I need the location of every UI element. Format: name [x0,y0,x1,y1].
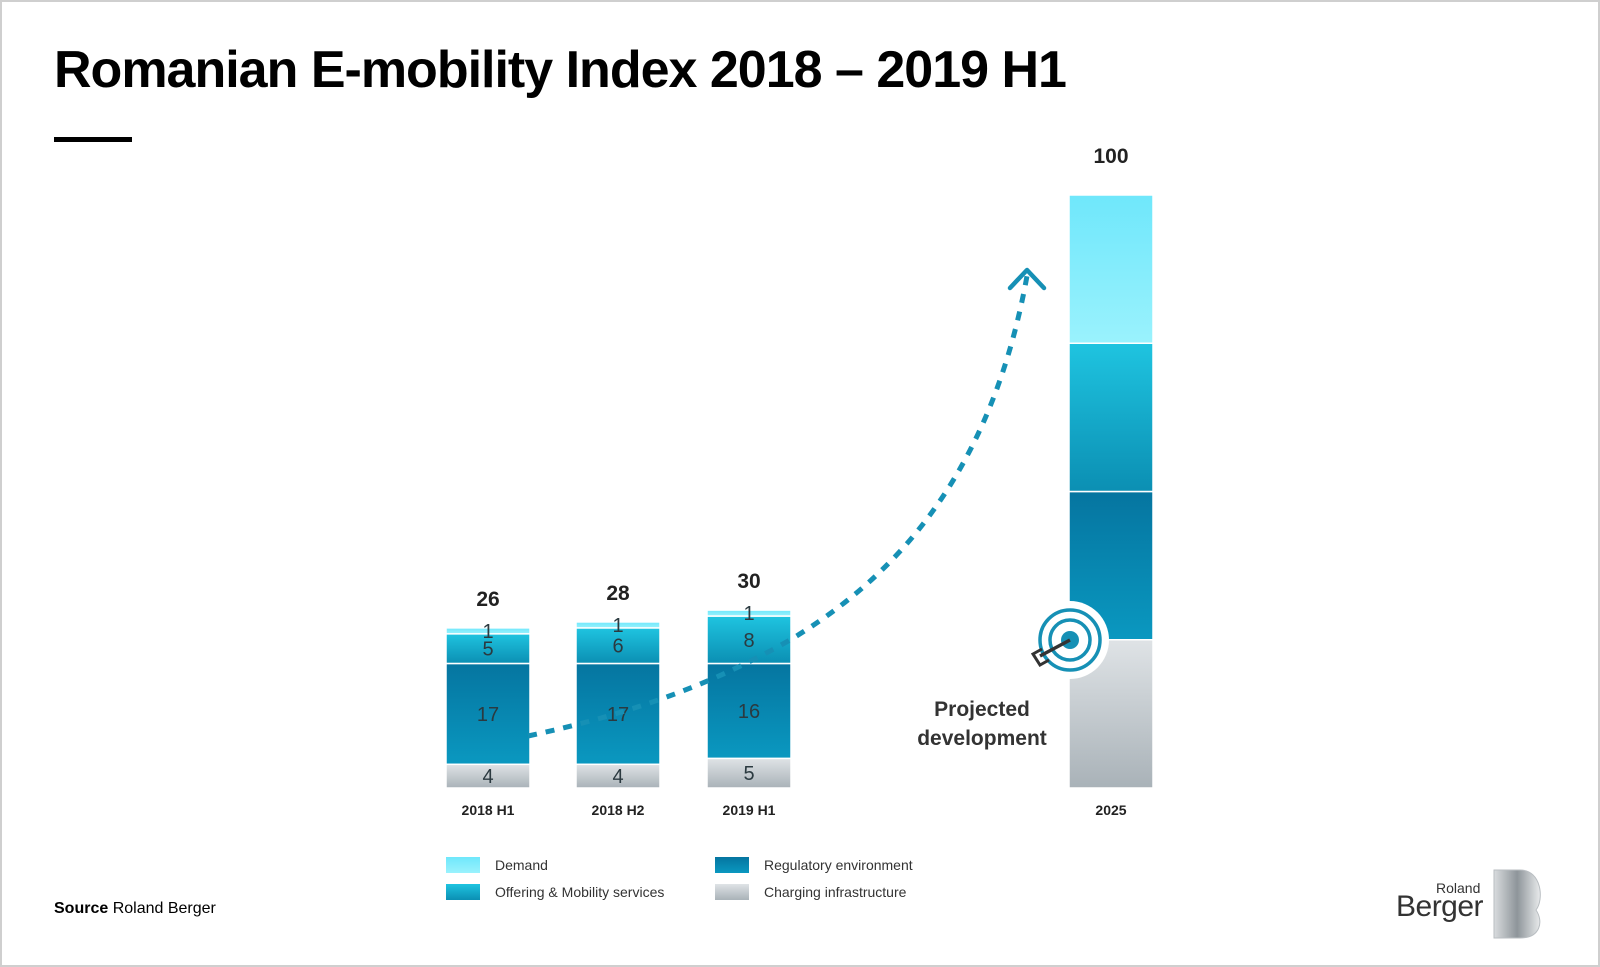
data-label: 4 [612,766,623,788]
bar-2018-h1-demand [445,627,531,635]
source-label: Source [54,900,109,917]
logo-line-2: Berger [1396,890,1484,923]
total-label: 30 [737,570,760,593]
target-icon [1030,601,1109,679]
bar-2019-h1-demand [706,609,792,617]
bar-2018-h1-offering [445,633,531,665]
trend-arrowhead-icon [1007,267,1047,291]
legend-swatch-demand [446,857,480,873]
bar-2025-demand [1068,194,1154,344]
data-label: 6 [612,636,623,658]
logo-mark-icon [1493,869,1541,939]
x-tick-label: 2018 H1 [462,802,515,818]
source-text: Roland Berger [112,900,216,917]
x-tick-label: 2019 H1 [723,802,776,818]
page-title: Romanian E-mobility Index 2018 – 2019 H1 [54,41,1067,99]
x-tick-label: 2018 H2 [592,802,645,818]
data-label: 5 [743,763,754,785]
title-underline [54,137,132,142]
legend-label-demand: Demand [495,857,548,873]
legend: Demand Offering & Mobility services Regula… [446,857,913,900]
roland-berger-logo: Roland Berger [1396,866,1546,942]
legend-label-regulatory: Regulatory environment [764,857,913,873]
total-label: 28 [606,582,630,605]
bar-2018-h2-offering [575,627,661,665]
total-label: 100 [1093,145,1128,168]
legend-label-offering: Offering & Mobility services [495,884,664,900]
data-label: 1 [612,615,623,637]
source-note: Source Roland Berger [54,900,216,918]
data-label: 1 [743,603,754,625]
bar-2018-h2-demand [575,621,661,629]
bar-2019-h1-regulatory [706,662,792,760]
bar-2025-offering [1068,342,1154,493]
legend-swatch-charging [715,884,749,900]
legend-label-charging: Charging infrastructure [764,884,907,900]
logo-line-1: Roland [1436,880,1481,896]
annotation-line-2: development [917,727,1047,750]
data-label: 16 [738,701,760,723]
bar-2019-h1-charging [706,757,792,789]
x-tick-label: 2025 [1095,802,1126,818]
legend-swatch-regulatory [715,857,749,873]
legend-swatch-offering [446,884,480,900]
data-label: 5 [482,639,493,661]
data-label: 4 [482,766,493,788]
annotation-line-1: Projected [934,698,1030,721]
data-label: 8 [743,630,754,652]
total-label: 26 [476,588,499,611]
bar-2018-h1-regulatory [445,662,531,766]
data-label: 1 [482,621,493,643]
projected-trend-line [527,275,1030,739]
data-label: 17 [477,704,499,726]
